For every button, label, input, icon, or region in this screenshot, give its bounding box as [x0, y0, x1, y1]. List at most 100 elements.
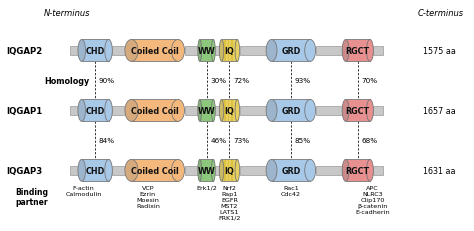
Ellipse shape	[266, 100, 277, 122]
Text: GRD: GRD	[281, 47, 301, 56]
Text: Rac1
Cdc42: Rac1 Cdc42	[281, 185, 301, 196]
Bar	[82, 160, 109, 182]
Ellipse shape	[172, 100, 184, 122]
Bar	[131, 160, 178, 182]
Ellipse shape	[366, 40, 374, 62]
Bar	[215, 166, 219, 175]
Text: 85%: 85%	[294, 138, 310, 144]
Text: GRD: GRD	[281, 106, 301, 116]
Bar	[112, 46, 125, 56]
Bar	[228, 160, 229, 181]
Text: RGCT: RGCT	[346, 47, 370, 56]
Ellipse shape	[198, 160, 201, 182]
Ellipse shape	[305, 160, 316, 182]
Bar	[272, 160, 310, 182]
Ellipse shape	[366, 100, 374, 122]
Text: Erk1/2: Erk1/2	[196, 185, 217, 190]
Text: Coiled Coil: Coiled Coil	[131, 106, 179, 116]
Bar	[112, 106, 125, 116]
Text: 1575 aa: 1575 aa	[423, 47, 456, 56]
Bar	[239, 166, 266, 175]
Text: CHD: CHD	[85, 47, 105, 56]
Ellipse shape	[198, 40, 201, 62]
Text: RGCT: RGCT	[346, 106, 370, 116]
Ellipse shape	[219, 160, 224, 182]
Text: 84%: 84%	[99, 138, 115, 144]
Text: VCP
Ezrin
Moesin
Radixin: VCP Ezrin Moesin Radixin	[136, 185, 160, 208]
Bar	[346, 40, 370, 62]
Ellipse shape	[366, 160, 374, 182]
Text: RGCT: RGCT	[346, 166, 370, 175]
Bar	[112, 166, 125, 175]
Bar	[82, 40, 109, 62]
Ellipse shape	[105, 160, 112, 182]
Text: APC
NLRC3
Clip170
β-catenin
E-cadherin: APC NLRC3 Clip170 β-catenin E-cadherin	[355, 185, 390, 214]
Bar	[346, 160, 370, 182]
Bar	[272, 40, 310, 62]
Bar	[374, 106, 383, 116]
Bar	[224, 160, 226, 181]
Bar	[231, 41, 233, 61]
Bar	[184, 166, 198, 175]
Text: 93%: 93%	[294, 78, 310, 84]
Ellipse shape	[198, 100, 201, 122]
Bar	[200, 160, 213, 182]
Bar	[228, 41, 229, 61]
Ellipse shape	[342, 160, 349, 182]
Text: IQGAP1: IQGAP1	[6, 106, 42, 116]
Ellipse shape	[305, 40, 316, 62]
Bar	[374, 46, 383, 56]
Bar	[316, 166, 342, 175]
Ellipse shape	[172, 160, 184, 182]
Bar	[184, 106, 198, 116]
Ellipse shape	[211, 160, 215, 182]
Text: Nrf2
Rap1
EGFR
MST2
LATS1
FRK1/2: Nrf2 Rap1 EGFR MST2 LATS1 FRK1/2	[218, 185, 241, 220]
Bar	[272, 100, 310, 122]
Text: WW: WW	[198, 47, 215, 56]
Ellipse shape	[125, 160, 138, 182]
Ellipse shape	[105, 40, 112, 62]
Bar	[70, 106, 82, 116]
Ellipse shape	[305, 100, 316, 122]
Text: CHD: CHD	[85, 166, 105, 175]
Ellipse shape	[78, 100, 85, 122]
Bar	[316, 46, 342, 56]
Bar	[228, 101, 229, 121]
Text: Coiled Coil: Coiled Coil	[131, 166, 179, 175]
Ellipse shape	[266, 40, 277, 62]
Ellipse shape	[235, 100, 239, 122]
Text: IQ: IQ	[225, 47, 234, 56]
Ellipse shape	[172, 40, 184, 62]
Bar	[221, 100, 237, 122]
Bar	[224, 101, 226, 121]
Text: IQGAP2: IQGAP2	[6, 47, 42, 56]
Bar	[215, 46, 219, 56]
Ellipse shape	[105, 100, 112, 122]
Text: 70%: 70%	[362, 78, 378, 84]
Bar	[239, 106, 266, 116]
Ellipse shape	[78, 160, 85, 182]
Text: IQ: IQ	[225, 106, 234, 116]
Text: 68%: 68%	[362, 138, 378, 144]
Ellipse shape	[125, 40, 138, 62]
Bar	[374, 166, 383, 175]
Text: 1631 aa: 1631 aa	[423, 166, 456, 175]
Ellipse shape	[211, 100, 215, 122]
Bar	[70, 166, 82, 175]
Bar	[70, 46, 82, 56]
Text: 73%: 73%	[233, 138, 249, 144]
Text: 90%: 90%	[99, 78, 115, 84]
Text: Binding
partner: Binding partner	[15, 187, 48, 207]
Bar	[316, 106, 342, 116]
Text: IQGAP3: IQGAP3	[6, 166, 42, 175]
Bar	[82, 100, 109, 122]
Bar	[231, 101, 233, 121]
Bar	[231, 160, 233, 181]
Ellipse shape	[219, 100, 224, 122]
Ellipse shape	[235, 40, 239, 62]
Bar	[239, 46, 266, 56]
Bar	[200, 100, 213, 122]
Bar	[224, 41, 226, 61]
Bar	[131, 100, 178, 122]
Ellipse shape	[211, 40, 215, 62]
